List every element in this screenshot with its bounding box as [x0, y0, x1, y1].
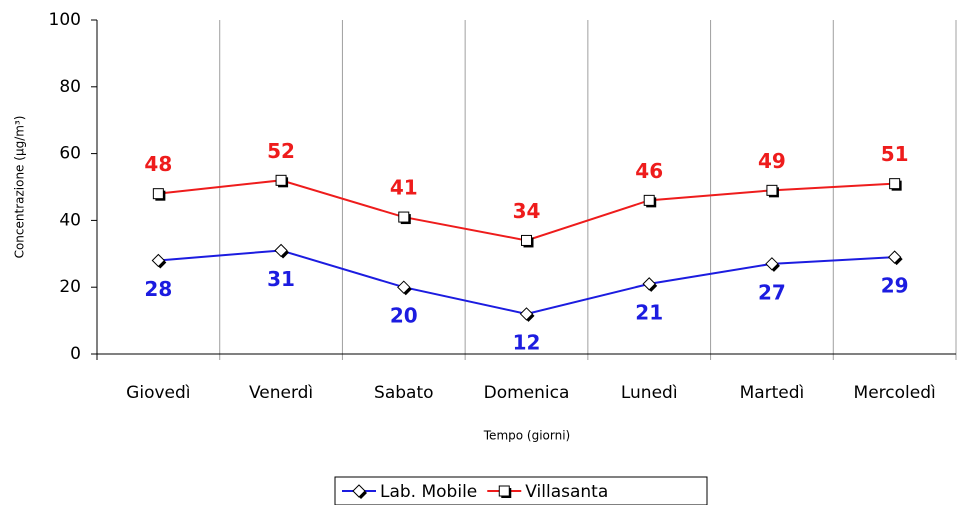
legend-label: Villasanta — [525, 482, 608, 502]
point — [152, 188, 164, 200]
data-label: 20 — [390, 304, 418, 328]
data-label: 12 — [513, 330, 541, 354]
x-tick-label: Mercoledì — [854, 383, 936, 403]
x-tick-label: Venerdì — [249, 383, 313, 403]
x-axis-title: Tempo (giorni) — [483, 429, 570, 443]
legend-marker — [498, 485, 510, 497]
data-label: 34 — [513, 199, 541, 223]
data-label: 41 — [390, 176, 418, 200]
point — [397, 280, 411, 294]
point — [642, 277, 656, 291]
data-label: 21 — [635, 300, 663, 324]
data-label: 49 — [758, 149, 786, 173]
point — [765, 257, 779, 271]
point — [643, 194, 655, 206]
point — [151, 253, 166, 268]
data-label: 51 — [881, 142, 909, 166]
point — [887, 250, 902, 264]
data-label: 48 — [144, 152, 172, 176]
y-tick-label: 20 — [59, 277, 81, 297]
legend-label: Lab. Mobile — [380, 482, 477, 502]
data-label: 46 — [635, 159, 663, 183]
data-label: 29 — [881, 274, 909, 298]
data-label: 52 — [267, 139, 295, 163]
y-tick-label: 60 — [59, 144, 81, 164]
x-tick-label: Lunedì — [621, 383, 678, 403]
x-tick-label: Giovedì — [126, 383, 190, 403]
data-label: 27 — [758, 280, 786, 304]
y-tick-label: 80 — [59, 77, 81, 97]
x-tick-label: Martedì — [740, 383, 805, 403]
point — [275, 174, 287, 186]
data-label: 28 — [144, 277, 172, 301]
point — [398, 211, 410, 223]
y-tick-label: 100 — [49, 10, 81, 30]
point — [766, 184, 778, 196]
y-tick-label: 0 — [70, 344, 81, 364]
x-tick-label: Sabato — [374, 383, 433, 403]
x-tick-label: Domenica — [484, 383, 570, 403]
legend-marker — [352, 484, 366, 498]
point — [519, 307, 534, 321]
point — [274, 243, 288, 258]
point — [521, 234, 532, 246]
data-label: 31 — [267, 267, 295, 291]
point — [889, 178, 901, 190]
y-tick-label: 40 — [59, 210, 81, 230]
y-axis-title: Concentrazione (µg/m³) — [13, 116, 27, 259]
